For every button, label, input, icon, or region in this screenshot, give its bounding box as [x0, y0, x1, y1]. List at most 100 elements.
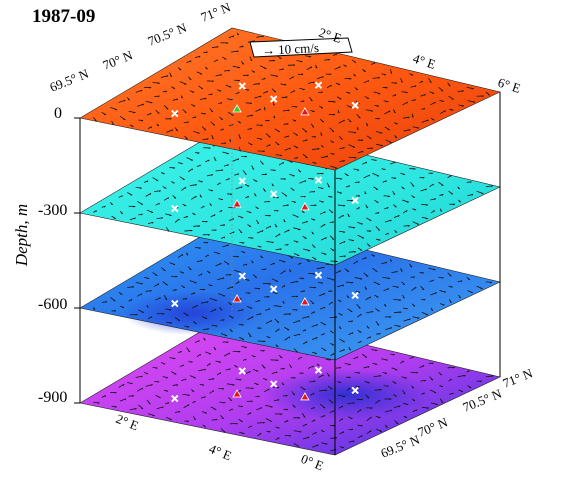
current-vector — [153, 283, 159, 287]
depth-tick-300: -300 — [38, 202, 68, 219]
vector-head — [159, 297, 161, 300]
current-vector — [366, 310, 374, 314]
vector-head — [471, 194, 474, 196]
current-vector — [309, 191, 315, 193]
vector-head — [441, 194, 444, 196]
current-vector — [310, 392, 315, 396]
current-vector — [337, 394, 346, 397]
current-vector — [186, 157, 193, 161]
vector-head — [413, 168, 416, 170]
current-vector — [210, 308, 217, 313]
current-vector — [271, 371, 278, 375]
current-vector — [345, 185, 350, 188]
vector-head — [310, 66, 313, 69]
current-vector — [485, 375, 494, 378]
vector-head — [252, 168, 255, 170]
vector-head — [337, 111, 340, 114]
vector-head — [180, 351, 182, 353]
vector-head — [330, 211, 334, 213]
vector-head — [233, 207, 236, 209]
vector-head — [273, 91, 276, 93]
current-vector — [384, 110, 391, 115]
vector-head — [214, 229, 217, 232]
current-vector — [188, 168, 193, 173]
top-lat-label: 71° N — [199, 0, 234, 25]
vector-head — [342, 284, 345, 287]
vector-head — [303, 290, 305, 293]
current-vector — [357, 340, 362, 344]
current-vector — [162, 281, 168, 286]
vector-head — [295, 309, 298, 311]
vector-head — [157, 112, 160, 114]
vector-head — [252, 316, 254, 319]
current-vector — [366, 430, 372, 434]
vector-head — [313, 407, 315, 409]
current-vector — [184, 229, 193, 232]
vector-head — [286, 409, 289, 411]
vector-head — [367, 80, 370, 83]
current-vector — [147, 221, 154, 224]
vector-head — [184, 111, 187, 113]
vector-head — [239, 137, 241, 139]
current-vector — [234, 269, 242, 273]
vector-head — [366, 275, 369, 277]
vector-head — [169, 118, 172, 120]
vector-head — [275, 225, 278, 228]
vector-head — [320, 91, 323, 94]
current-vector — [228, 35, 235, 39]
vector-head — [289, 366, 292, 368]
current-vector — [357, 409, 362, 413]
current-vector — [382, 180, 387, 183]
vector-head — [302, 211, 305, 213]
current-vector — [420, 188, 427, 192]
vector-head — [235, 423, 238, 425]
vector-head — [298, 417, 301, 419]
vector-head — [365, 257, 367, 259]
current-vector — [421, 203, 428, 206]
vector-head — [364, 356, 367, 358]
current-vector — [383, 195, 390, 197]
layer-3 — [79, 312, 501, 456]
vector-head — [158, 203, 160, 205]
vector-head — [132, 286, 135, 288]
current-vector — [179, 81, 187, 85]
vector-head — [422, 288, 425, 291]
current-vector — [439, 110, 446, 115]
vector-head — [335, 437, 337, 439]
vector-head — [393, 193, 396, 195]
vector-head — [307, 436, 310, 439]
current-vector — [280, 270, 286, 275]
current-vector — [299, 180, 307, 184]
vector-head — [262, 150, 265, 153]
vector-head — [250, 412, 252, 415]
vector-head — [327, 185, 330, 188]
current-vector — [439, 398, 444, 404]
current-vector — [382, 276, 390, 279]
vector-head — [269, 225, 272, 228]
current-vector — [152, 177, 159, 182]
current-vector — [127, 286, 134, 288]
vector-head — [203, 339, 206, 341]
current-vector — [429, 279, 434, 283]
vector-head — [331, 402, 334, 404]
vector-head — [158, 190, 161, 192]
current-vector — [146, 399, 151, 405]
current-vector — [393, 405, 401, 408]
vector-head — [216, 46, 219, 48]
current-vector — [270, 74, 278, 77]
current-vector — [265, 320, 272, 324]
vector-head — [212, 124, 215, 126]
vector-head — [195, 184, 197, 186]
vector-head — [311, 302, 314, 305]
current-vector — [270, 262, 275, 266]
current-vector — [146, 112, 152, 116]
current-vector — [419, 365, 425, 369]
current-vector — [402, 210, 408, 214]
vector-head — [188, 350, 191, 353]
vector-head — [251, 261, 254, 264]
vector-head — [429, 81, 432, 84]
vector-head — [348, 348, 351, 351]
station-cross-marker — [314, 271, 323, 279]
vector-head — [311, 232, 314, 235]
vector-head — [469, 181, 472, 183]
